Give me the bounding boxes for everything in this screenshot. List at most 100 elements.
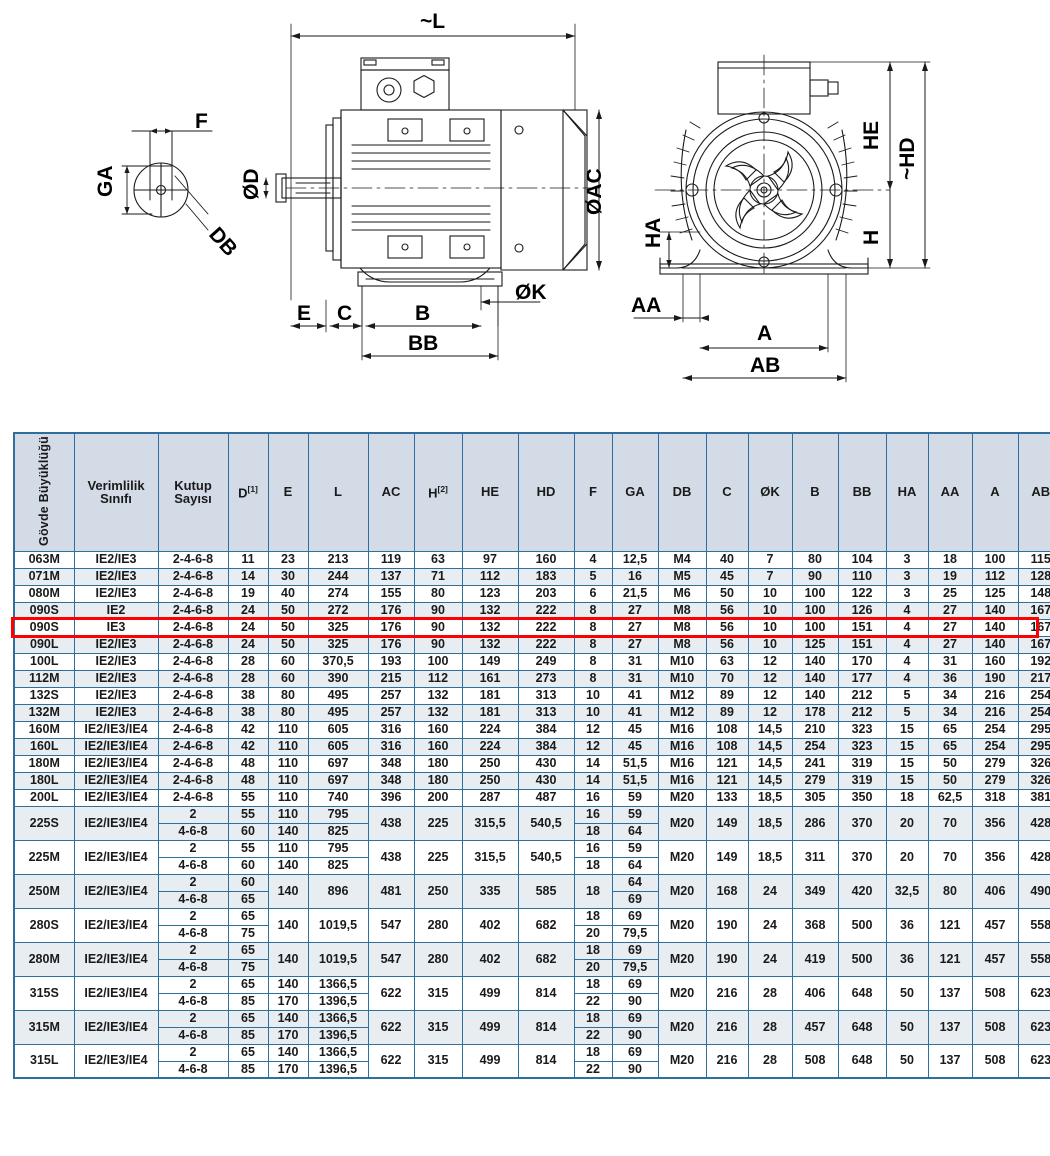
cell-ac: 622 <box>367 1009 415 1045</box>
cell-ha: 5 <box>885 703 929 722</box>
cell-ab: 623 <box>1017 975 1050 1011</box>
cell-l: 896 <box>307 873 369 909</box>
cell-he: 132 <box>461 618 519 637</box>
cell-he: 335 <box>461 873 519 909</box>
cell-ac: 438 <box>367 839 415 875</box>
cell-pole-count: 2-4-6-8 <box>157 584 229 603</box>
cell-he: 315,5 <box>461 805 519 841</box>
cell-efficiency-class: IE2/IE3/IE4 <box>73 941 159 977</box>
cell-db: M20 <box>657 839 707 875</box>
cell-bb: 319 <box>837 771 887 790</box>
cell-f: 8 <box>573 618 613 637</box>
cell-pole-count: 2-4-6-8 <box>157 771 229 790</box>
cell-db: M10 <box>657 669 707 688</box>
cell-hd: 430 <box>517 771 575 790</box>
cell-f: 10 <box>573 703 613 722</box>
th-l: L <box>307 432 369 552</box>
cell-efficiency-class: IE2/IE3 <box>73 703 159 722</box>
cell-frame-size: 160M <box>13 720 75 739</box>
cell-pole-count: 2 <box>157 907 229 926</box>
cell-pole-count: 2 <box>157 1043 229 1062</box>
cell-aa: 25 <box>927 584 973 603</box>
cell-db: M5 <box>657 567 707 586</box>
cell-ok: 18,5 <box>747 805 793 841</box>
cell-f: 20 <box>573 924 613 943</box>
th-f: F <box>573 432 613 552</box>
cell-ab: 490 <box>1017 873 1050 909</box>
cell-aa: 50 <box>927 771 973 790</box>
table-row: 4-6-8 75 20 79,5 <box>14 924 1050 943</box>
cell-ha: 20 <box>885 839 929 875</box>
cell-ga: 90 <box>611 992 659 1011</box>
cell-l: 697 <box>307 754 369 773</box>
cell-efficiency-class: IE2/IE3 <box>73 550 159 569</box>
cell-hd: 814 <box>517 1009 575 1045</box>
motor-end-view <box>633 54 931 383</box>
cell-ha: 32,5 <box>885 873 929 909</box>
cell-bb: 177 <box>837 669 887 688</box>
cell-h: 90 <box>413 601 463 620</box>
cell-h: 90 <box>413 635 463 654</box>
cell-hd: 160 <box>517 550 575 569</box>
cell-h: 160 <box>413 737 463 756</box>
cell-d: 11 <box>227 550 269 569</box>
cell-a: 100 <box>971 550 1019 569</box>
table-row: 132S IE2/IE3 2-4-6-8 38 80 495 257 132 181 313 10 4… <box>13 686 1050 705</box>
cell-pole-count: 4-6-8 <box>157 1060 229 1079</box>
table-row: 4-6-8 85 170 1396,5 22 90 <box>14 992 1050 1011</box>
cell-l: 325 <box>307 618 369 637</box>
cell-b: 406 <box>791 975 839 1011</box>
cell-bb: 648 <box>837 975 887 1011</box>
table-row: 160L IE2/IE3/IE4 2-4-6-8 42 110 605 316 160 224 3… <box>13 737 1050 756</box>
cell-efficiency-class: IE2/IE3 <box>73 652 159 671</box>
cell-ga: 51,5 <box>611 754 659 773</box>
cell-d: 60 <box>227 856 269 875</box>
cell-ac: 176 <box>367 635 415 654</box>
label-e: E <box>297 302 311 325</box>
cell-pole-count: 2-4-6-8 <box>157 652 229 671</box>
cell-c: 216 <box>705 975 749 1011</box>
cell-he: 224 <box>461 720 519 739</box>
cell-e: 80 <box>267 703 309 722</box>
cell-he: 315,5 <box>461 839 519 875</box>
cell-frame-size: 315S <box>13 975 75 1011</box>
cell-efficiency-class: IE2/IE3/IE4 <box>73 754 159 773</box>
cell-b: 254 <box>791 737 839 756</box>
cell-ha: 5 <box>885 686 929 705</box>
cell-e: 140 <box>267 941 309 977</box>
cell-c: 63 <box>705 652 749 671</box>
cell-h: 280 <box>413 907 463 943</box>
cell-db: M20 <box>657 1043 707 1079</box>
table-row: 200L IE2/IE3/IE4 2-4-6-8 55 110 740 396 200 287 4… <box>13 788 1050 807</box>
cell-f: 18 <box>573 873 613 909</box>
table-row: 4-6-8 60 140 825 18 64 <box>14 856 1050 875</box>
table-row: 180M IE2/IE3/IE4 2-4-6-8 48 110 697 348 180 250 4… <box>13 754 1050 773</box>
cell-ga: 69 <box>611 1009 659 1028</box>
cell-he: 499 <box>461 1043 519 1079</box>
cell-l: 605 <box>307 737 369 756</box>
cell-hd: 540,5 <box>517 839 575 875</box>
cell-db: M10 <box>657 652 707 671</box>
cell-d: 48 <box>227 754 269 773</box>
cell-ab: 167 <box>1017 618 1050 637</box>
cell-l: 390 <box>307 669 369 688</box>
cell-c: 133 <box>705 788 749 807</box>
cell-c: 121 <box>705 754 749 773</box>
cell-a: 216 <box>971 686 1019 705</box>
cell-ac: 438 <box>367 805 415 841</box>
cell-ga: 21,5 <box>611 584 659 603</box>
table-body: 063M IE2/IE3 2-4-6-8 11 23 213 119 63 97 160 4 12,5… <box>13 550 1050 1079</box>
cell-a: 140 <box>971 618 1019 637</box>
cell-ha: 4 <box>885 618 929 637</box>
cell-b: 286 <box>791 805 839 841</box>
cell-efficiency-class: IE2/IE3/IE4 <box>73 737 159 756</box>
cell-bb: 151 <box>837 635 887 654</box>
cell-c: 216 <box>705 1009 749 1045</box>
cell-pole-count: 2-4-6-8 <box>157 703 229 722</box>
cell-bb: 648 <box>837 1043 887 1079</box>
cell-e: 140 <box>267 822 309 841</box>
cell-e: 110 <box>267 839 309 858</box>
cell-ac: 316 <box>367 720 415 739</box>
table-row: 090L IE2/IE3 2-4-6-8 24 50 325 176 90 132 222 8 27 M… <box>13 635 1050 654</box>
